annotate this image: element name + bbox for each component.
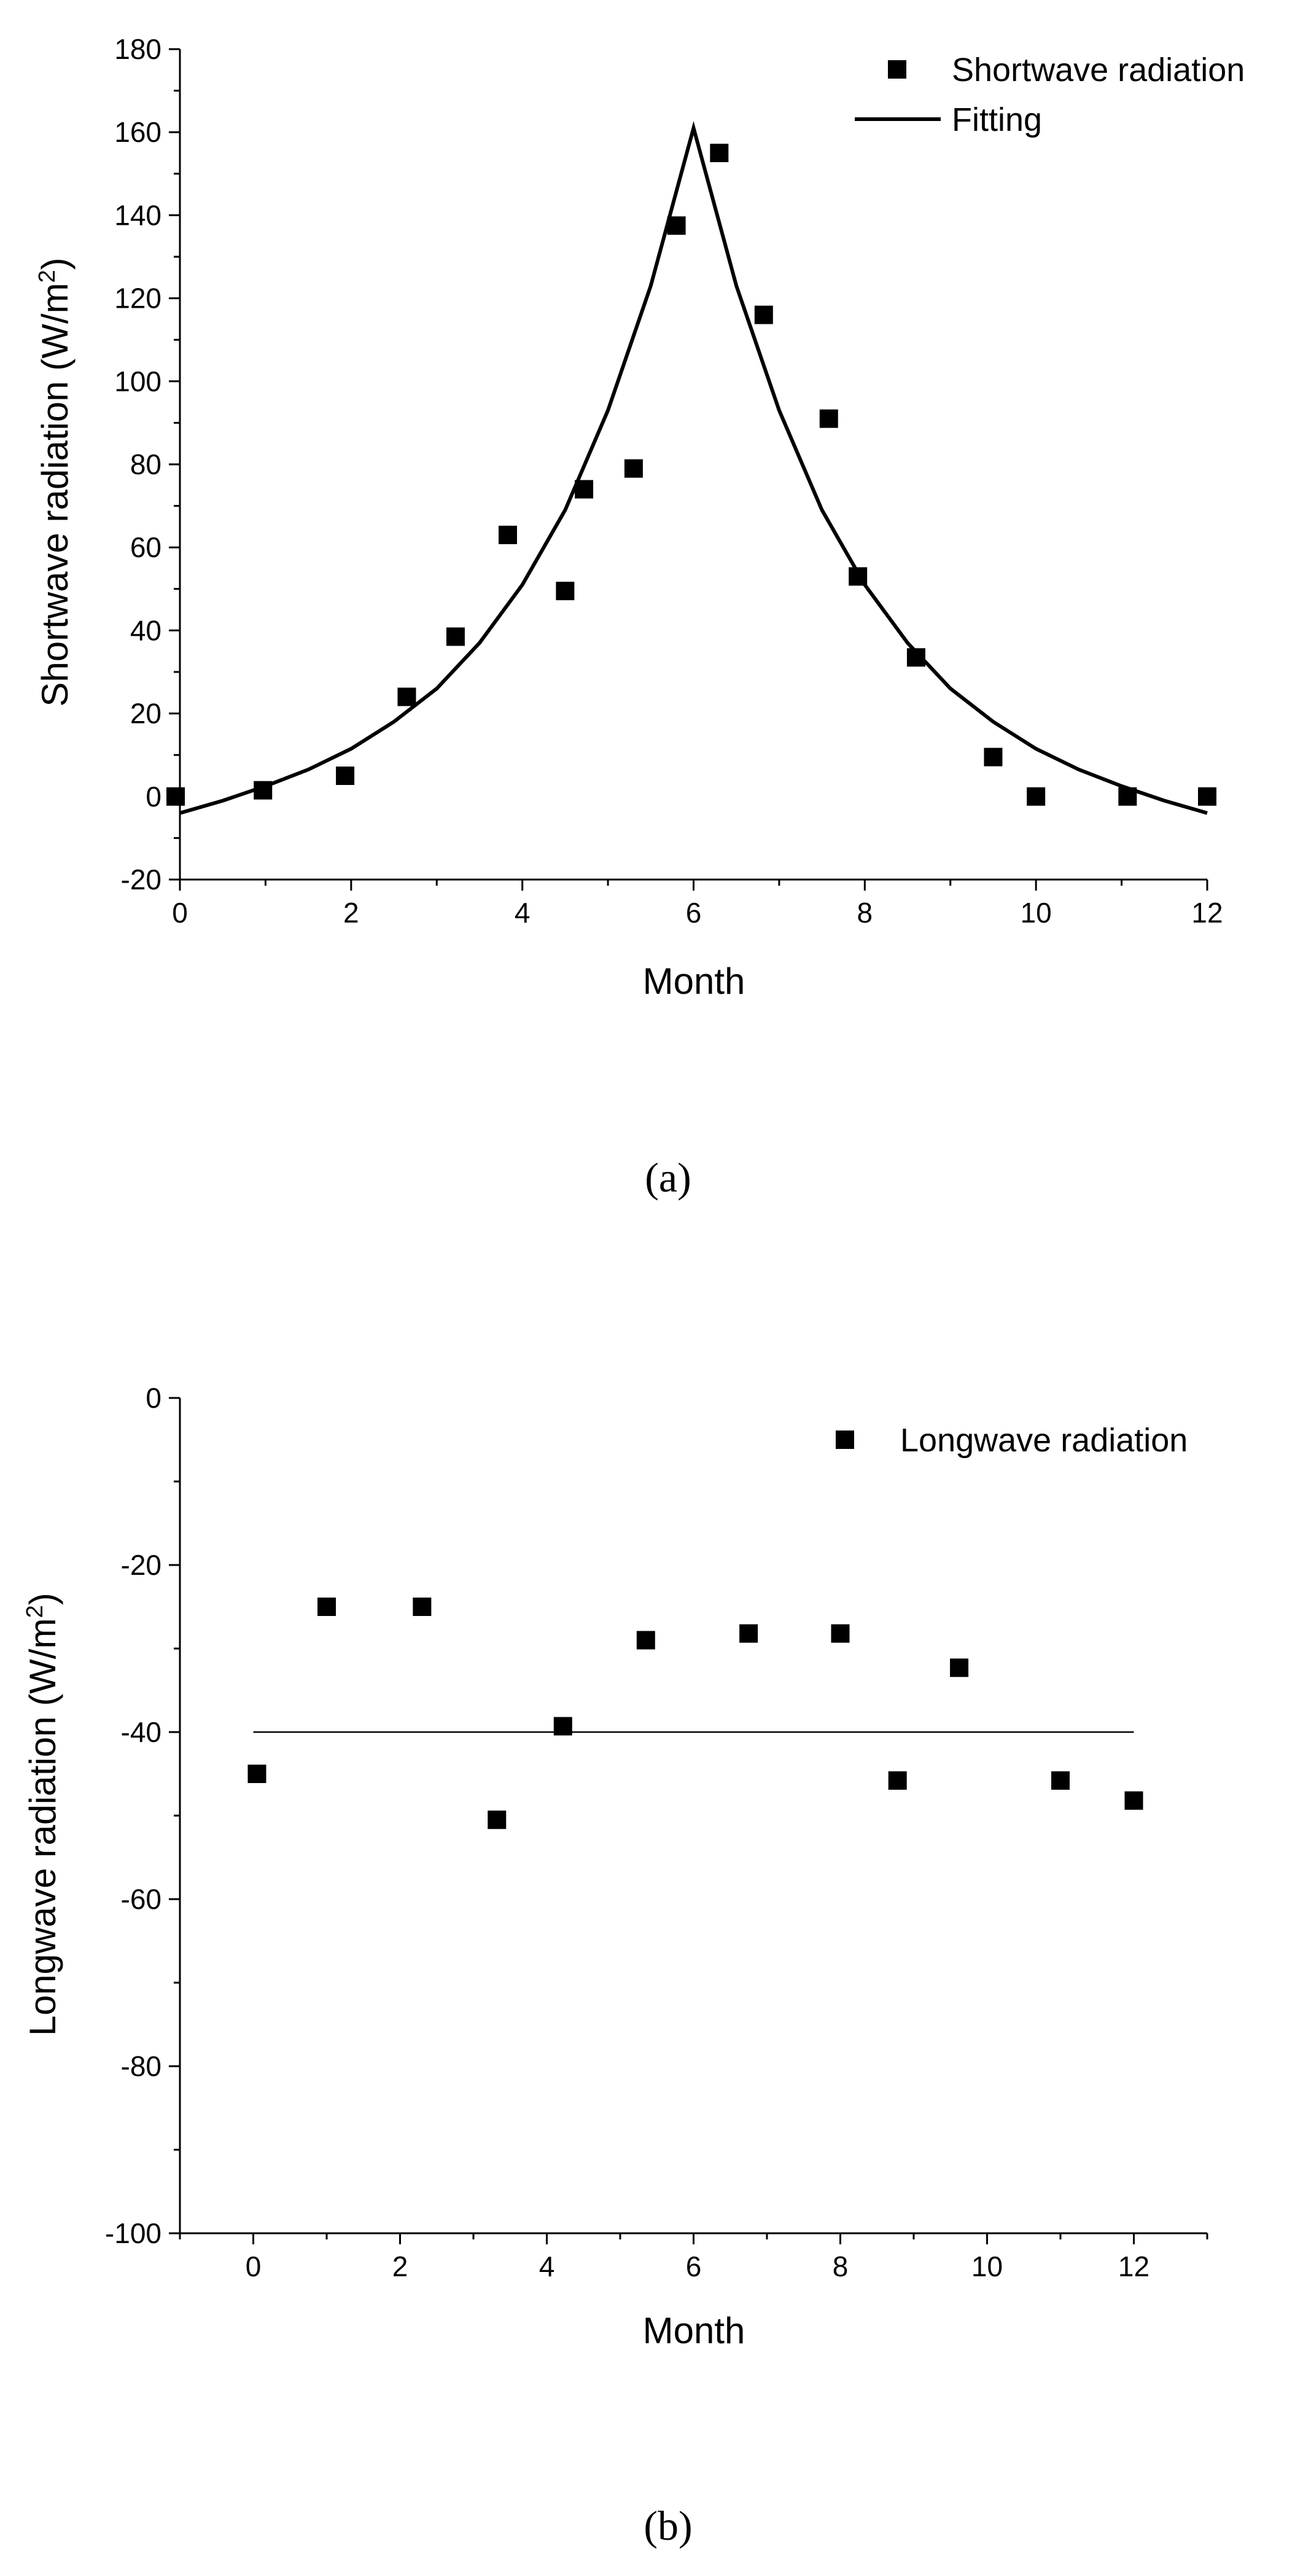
chart-a-data-point xyxy=(1198,787,1216,806)
chart-a-y-tick-label: 160 xyxy=(114,116,161,148)
chart-b-data-point xyxy=(950,1658,969,1677)
chart-a-legend: Shortwave radiation Fitting xyxy=(855,52,1245,138)
chart-b-caption: (b) xyxy=(644,2502,692,2549)
chart-a-data-point xyxy=(498,525,517,544)
chart-a-y-axis-title: Shortwave radiation (W/m2) xyxy=(34,257,76,706)
chart-b-data-point xyxy=(739,1624,758,1643)
chart-b: -100 -80 -60 -40 -20 0 0 2 4 6 8 10 12 Month Longwav… xyxy=(22,1382,1208,2549)
chart-b-data-point xyxy=(831,1624,850,1643)
chart-b-legend: Longwave radiation xyxy=(836,1422,1188,1459)
chart-b-y-tick-label: -40 xyxy=(121,1716,161,1748)
chart-b-data-point xyxy=(1051,1771,1070,1790)
chart-b-x-tick-label: 10 xyxy=(971,2250,1003,2282)
chart-b-data-point xyxy=(413,1598,432,1616)
chart-b-x-tick-label: 4 xyxy=(539,2250,555,2282)
chart-a-y-tick-label: 60 xyxy=(130,531,161,563)
chart-a: -20 0 20 40 60 80 100 120 140 160 180 0 2 4 6 8 10 12 Mon… xyxy=(34,33,1245,1201)
chart-a-y-tick-label: 100 xyxy=(114,365,161,397)
chart-b-plot-area: -100 -80 -60 -40 -20 0 0 2 4 6 8 10 12 xyxy=(105,1382,1208,2282)
chart-a-y-tick-label: 140 xyxy=(114,199,161,231)
chart-b-data-point xyxy=(317,1598,336,1616)
chart-a-y-tick-label: 180 xyxy=(114,33,161,65)
chart-b-data-point xyxy=(636,1631,655,1650)
chart-b-y-tick-label: -100 xyxy=(105,2217,161,2249)
chart-a-y-tick-label: 80 xyxy=(130,448,161,480)
chart-a-data-point xyxy=(1027,787,1046,806)
chart-a-data-point xyxy=(624,459,643,478)
chart-b-data-point xyxy=(247,1765,266,1783)
chart-a-series-line xyxy=(179,120,1208,815)
chart-a-data-point xyxy=(166,787,185,806)
chart-b-y-axis-title: Longwave radiation (W/m2) xyxy=(22,1593,63,2035)
chart-b-x-tick-label: 6 xyxy=(686,2250,702,2282)
chart-b-data-point xyxy=(888,1771,907,1790)
chart-b-legend-marker-longwave xyxy=(836,1430,854,1449)
chart-b-x-tick-label: 0 xyxy=(246,2250,262,2282)
chart-a-x-tick-label: 6 xyxy=(686,897,702,929)
chart-a-caption: (a) xyxy=(645,1154,691,1201)
chart-a-data-point xyxy=(710,144,729,162)
chart-a-x-tick-label: 0 xyxy=(172,897,188,929)
chart-a-data-point xyxy=(754,305,773,324)
chart-a-legend-label-shortwave: Shortwave radiation xyxy=(952,52,1245,88)
chart-a-y-tick-label: 120 xyxy=(114,283,161,314)
chart-b-y-tick-label: -20 xyxy=(121,1549,161,1581)
chart-a-y-tick-label: 40 xyxy=(130,614,161,646)
chart-a-plot-area: -20 0 20 40 60 80 100 120 140 160 180 0 2 4 6 8 10 12 xyxy=(114,33,1223,929)
chart-a-data-point xyxy=(336,767,355,785)
chart-a-y-tick-label: -20 xyxy=(121,864,161,896)
chart-a-x-tick-label: 4 xyxy=(515,897,531,929)
chart-a-data-point xyxy=(984,747,1003,767)
chart-b-y-tick-label: -80 xyxy=(121,2050,161,2082)
chart-a-x-tick-label: 12 xyxy=(1191,897,1223,929)
chart-b-x-tick-label: 12 xyxy=(1118,2250,1149,2282)
chart-a-legend-label-fitting: Fitting xyxy=(952,101,1042,138)
chart-b-y-tick-label: -60 xyxy=(121,1883,161,1915)
chart-a-x-tick-label: 8 xyxy=(857,897,873,929)
chart-b-data-point xyxy=(488,1810,507,1829)
chart-a-x-tick-label: 10 xyxy=(1021,897,1052,929)
chart-b-legend-label-longwave: Longwave radiation xyxy=(900,1422,1188,1459)
chart-a-data-point xyxy=(556,582,575,601)
chart-b-data-point xyxy=(1124,1791,1143,1810)
chart-a-y-tick-label: 0 xyxy=(146,781,161,813)
chart-a-data-point xyxy=(397,687,416,706)
chart-a-legend-marker-shortwave xyxy=(888,60,906,79)
chart-b-y-tick-label: 0 xyxy=(146,1382,161,1414)
chart-b-x-tick-label: 8 xyxy=(833,2250,849,2282)
chart-a-x-axis-title: Month xyxy=(643,961,745,1002)
chart-a-x-tick-label: 2 xyxy=(343,897,359,929)
chart-a-data-point xyxy=(819,409,838,428)
chart-b-x-axis-title: Month xyxy=(643,2310,745,2351)
chart-a-y-tick-label: 20 xyxy=(130,698,161,730)
chart-a-data-point xyxy=(446,627,465,646)
chart-b-x-tick-label: 2 xyxy=(392,2250,408,2282)
